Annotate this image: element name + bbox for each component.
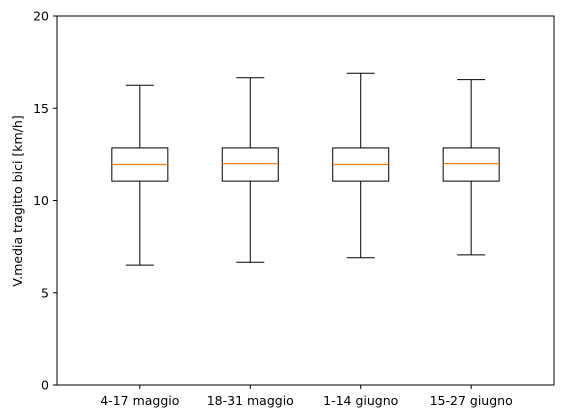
box-group [111, 84, 169, 266]
y-tick-label: 0 [41, 378, 49, 393]
box-group [221, 77, 279, 263]
x-axis: 4-17 maggio 18-31 maggio 1-14 giugno 15-27 … [100, 385, 513, 408]
y-tick-label: 10 [33, 193, 49, 208]
iqr-box [221, 147, 279, 182]
y-tick-label: 20 [33, 9, 49, 24]
x-tick-label: 1-14 giugno [323, 393, 398, 408]
y-axis: 0 5 10 15 20 [33, 9, 57, 393]
iqr-box [442, 147, 500, 182]
x-tick-label: 4-17 maggio [100, 393, 179, 408]
y-tick-label: 5 [41, 285, 49, 300]
x-tick-label: 18-31 maggio [207, 393, 294, 408]
box-group [332, 72, 390, 259]
axes-frame [56, 15, 555, 386]
box-group [442, 79, 500, 256]
y-axis-label: V.media tragitto bici [km/h] [10, 115, 25, 286]
x-tick-label: 15-27 giugno [430, 393, 513, 408]
y-tick-label: 15 [33, 101, 49, 116]
plot-area [111, 72, 500, 266]
